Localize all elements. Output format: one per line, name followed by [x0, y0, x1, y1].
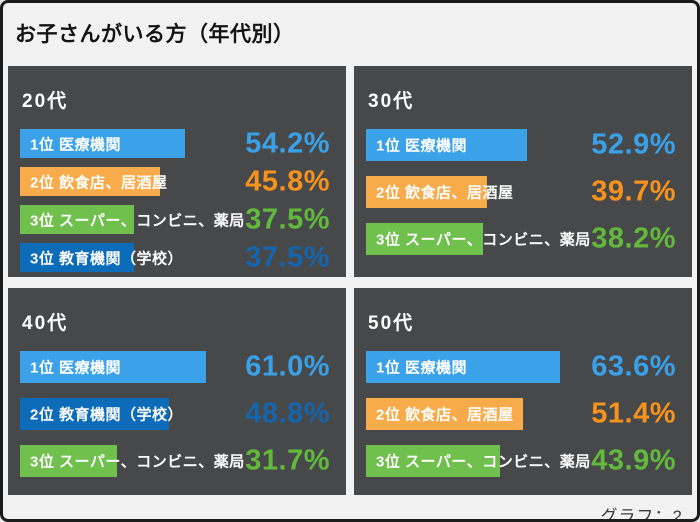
- bar-row: 2位 飲食店、居酒屋 39.7%: [366, 176, 680, 208]
- bar-row: 1位 医療機関 63.6%: [366, 351, 680, 383]
- bar-list: 1位 医療機関 54.2% 2位 飲食店、居酒屋 45.8% 3位 スーパー、コ…: [20, 127, 334, 273]
- bar-label: 3位 スーパー、コンビニ、薬局: [376, 231, 591, 249]
- bar-list: 1位 医療機関 61.0% 2位 教育機関（学校） 48.8% 3位 スーパー、…: [20, 351, 334, 477]
- bar-row: 3位 スーパー、コンビニ、薬局 37.5%: [20, 203, 334, 235]
- bar-row: 3位 スーパー、コンビニ、薬局 43.9%: [366, 445, 680, 477]
- bar-row: 1位 医療機関 54.2%: [20, 127, 334, 159]
- rank1-bar: [20, 129, 186, 158]
- bar-value: 37.5%: [245, 203, 330, 235]
- bar-label: 1位 医療機関: [30, 359, 122, 377]
- bar-row: 3位 スーパー、コンビニ、薬局 31.7%: [20, 445, 334, 477]
- bar-list: 1位 医療機関 63.6% 2位 飲食店、居酒屋 51.4% 3位 スーパー、コ…: [366, 351, 680, 477]
- bar-row: 2位 飲食店、居酒屋 45.8%: [20, 165, 334, 197]
- bar-row: 1位 医療機関 52.9%: [366, 129, 680, 161]
- bar-label: 1位 医療機関: [376, 359, 468, 377]
- bar-row: 2位 教育機関（学校） 48.8%: [20, 398, 334, 430]
- bar-value: 51.4%: [591, 397, 676, 430]
- panel-20s: 20代 1位 医療機関 54.2% 2位 飲食店、居酒屋 45.8% 3位 スー…: [8, 66, 346, 277]
- panel-title-20s: 20代: [22, 91, 69, 112]
- panel-grid: 20代 1位 医療機関 54.2% 2位 飲食店、居酒屋 45.8% 3位 スー…: [8, 66, 692, 495]
- panel-50s: 50代 1位 医療機関 63.6% 2位 飲食店、居酒屋 51.4% 3位 スー…: [354, 288, 692, 495]
- bar-label: 3位 スーパー、コンビニ、薬局: [30, 453, 245, 471]
- bar-value: 39.7%: [591, 175, 676, 208]
- rank2-bar: [20, 167, 160, 196]
- bar-label: 2位 飲食店、居酒屋: [30, 174, 168, 191]
- rank3-bar: [20, 243, 135, 272]
- bar-value: 38.2%: [591, 222, 676, 255]
- graph-number-label: グラフ：2: [600, 507, 683, 522]
- bar-value: 37.5%: [245, 241, 330, 273]
- rank3-bar: [366, 223, 483, 255]
- rank2-bar: [366, 398, 523, 430]
- bar-row: 3位 スーパー、コンビニ、薬局 38.2%: [366, 223, 680, 255]
- panel-title-50s: 50代: [368, 313, 415, 334]
- bar-value: 52.9%: [591, 128, 676, 161]
- bar-value: 48.8%: [245, 397, 330, 430]
- rank2-bar: [366, 176, 488, 208]
- rank3-bar: [20, 205, 135, 234]
- bar-row: 3位 教育機関（学校） 37.5%: [20, 241, 334, 273]
- bar-value: 31.7%: [245, 444, 330, 477]
- rank2-bar: [20, 398, 169, 430]
- bar-value: 43.9%: [591, 444, 676, 477]
- bar-label: 3位 スーパー、コンビニ、薬局: [30, 212, 245, 229]
- bar-label: 3位 教育機関（学校）: [30, 250, 184, 267]
- panel-40s: 40代 1位 医療機関 61.0% 2位 教育機関（学校） 48.8% 3位 ス…: [8, 288, 346, 495]
- rank1-bar: [20, 351, 207, 383]
- bar-value: 45.8%: [245, 165, 330, 197]
- page-title: お子さんがいる方（年代別）: [15, 23, 295, 46]
- bar-row: 1位 医療機関 61.0%: [20, 351, 334, 383]
- bar-list: 1位 医療機関 52.9% 2位 飲食店、居酒屋 39.7% 3位 スーパー、コ…: [366, 129, 680, 255]
- bar-label: 1位 医療機関: [376, 137, 468, 155]
- bar-label: 3位 スーパー、コンビニ、薬局: [376, 453, 591, 471]
- rank1-bar: [366, 351, 560, 383]
- panel-30s: 30代 1位 医療機関 52.9% 2位 飲食店、居酒屋 39.7% 3位 スー…: [354, 66, 692, 277]
- bar-value: 63.6%: [591, 350, 676, 383]
- bar-label: 2位 飲食店、居酒屋: [376, 406, 514, 424]
- panel-title-30s: 30代: [368, 91, 415, 112]
- bar-label: 1位 医療機関: [30, 136, 122, 153]
- rank3-bar: [366, 445, 500, 477]
- bar-value: 54.2%: [245, 127, 330, 159]
- rank3-bar: [20, 445, 117, 477]
- bar-label: 2位 飲食店、居酒屋: [376, 184, 514, 202]
- rank1-bar: [366, 129, 528, 161]
- panel-title-40s: 40代: [22, 313, 69, 334]
- bar-row: 2位 飲食店、居酒屋 51.4%: [366, 398, 680, 430]
- bar-label: 2位 教育機関（学校）: [30, 406, 184, 424]
- bar-value: 61.0%: [245, 350, 330, 383]
